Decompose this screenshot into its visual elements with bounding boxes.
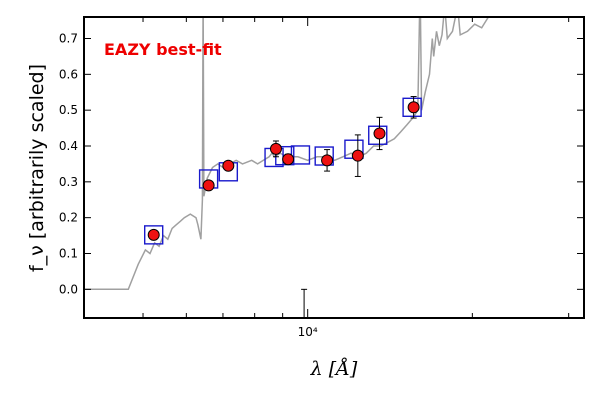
observed-flux-point: [407, 101, 420, 114]
y-tick-label: 0.1: [59, 247, 78, 261]
template-sed-line: [84, 17, 490, 291]
axes: [83, 16, 585, 319]
model-flux-box: [402, 97, 422, 118]
x-axis-label: λ [Å]: [310, 358, 358, 380]
y-tick-label: 0.2: [59, 211, 78, 225]
y-tick-label: 0.3: [59, 175, 78, 189]
observed-flux-point: [222, 159, 235, 172]
y-tick-label: 0.4: [59, 139, 78, 153]
observed-flux-point: [202, 179, 215, 192]
y-tick-label: 0.5: [59, 103, 78, 117]
y-tick-label: 0.6: [59, 67, 78, 81]
plot-frame: [83, 16, 585, 319]
model-flux-box: [144, 225, 164, 245]
observed-flux-point: [373, 127, 386, 140]
ticks: 0.0 0.1 0.2 0.3 0.4 0.5 0.6 0.7 10⁴: [59, 17, 584, 339]
observed-photometry-layer: [147, 101, 420, 241]
y-tick-label: 0.7: [59, 32, 78, 46]
x-tick-label: 10⁴: [298, 325, 318, 339]
y-axis-label: f_ν [arbitrarily scaled]: [26, 64, 48, 272]
annotation-text: EAZY best-fit: [104, 40, 222, 59]
model-flux-box: [368, 125, 388, 145]
observed-flux-point: [269, 142, 282, 155]
observed-flux-point: [351, 149, 364, 162]
template-sed-layer: [84, 17, 490, 291]
y-tick-label: 0.0: [59, 282, 78, 296]
observed-flux-point: [321, 154, 334, 167]
observed-flux-point: [147, 228, 160, 241]
observed-flux-point: [282, 153, 295, 166]
